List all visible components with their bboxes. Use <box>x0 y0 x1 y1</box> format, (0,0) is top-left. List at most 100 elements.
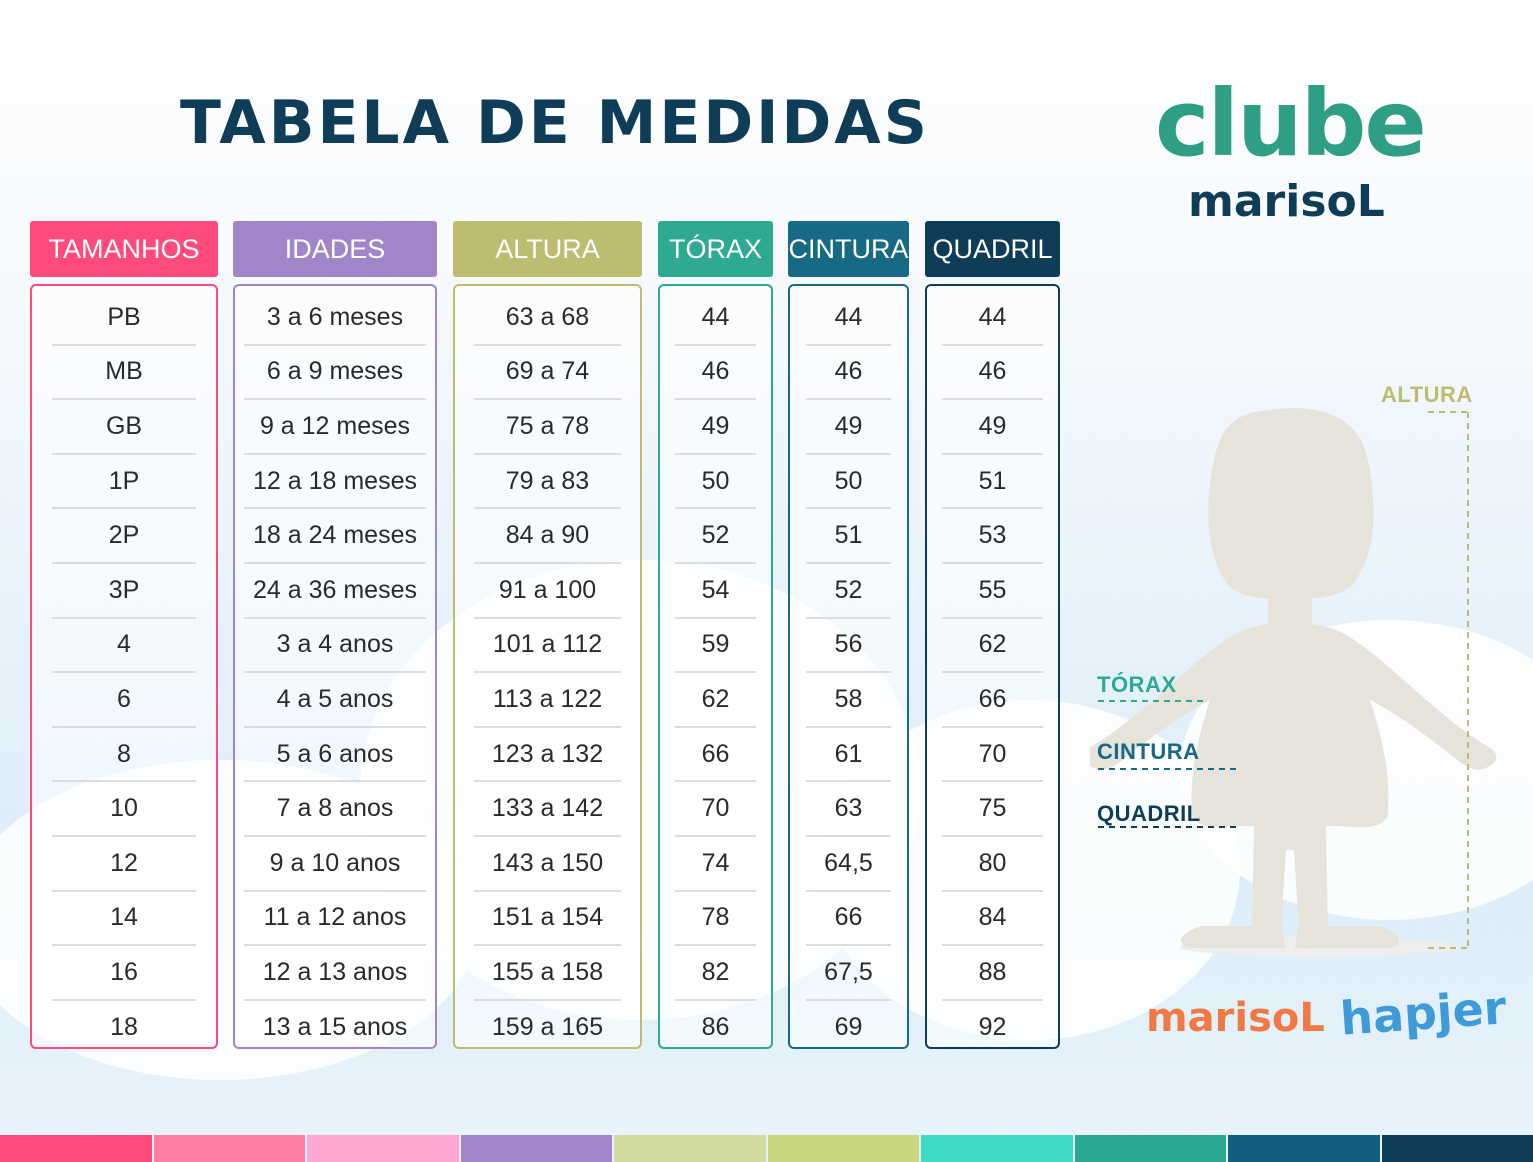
row-divider <box>244 562 426 564</box>
column-header: ALTURA <box>453 221 642 277</box>
table-cell: 66 <box>701 739 730 768</box>
row-divider <box>806 835 891 837</box>
row-divider <box>474 671 621 674</box>
hapier-brand-logo: hapjer <box>1338 980 1509 1046</box>
table-cell: 2P <box>108 521 140 550</box>
row-divider <box>806 725 891 728</box>
row-divider <box>675 452 756 455</box>
table-cell: 24 a 36 meses <box>253 575 417 604</box>
column-values-box: 44 46 49 50 51 52 56 58 61 63 64,5 66 67,5 69 <box>788 284 909 1049</box>
table-cell: 123 a 132 <box>491 739 604 768</box>
marisol-brand-logo: marisoL <box>1146 995 1325 1041</box>
row-divider <box>52 507 196 510</box>
row-divider <box>474 343 621 346</box>
row-divider <box>52 725 196 728</box>
table-cell: 66 <box>834 903 863 932</box>
column-values-box: 3 a 6 meses 6 a 9 meses 9 a 12 meses 12 a 1… <box>233 284 437 1049</box>
table-cell: 62 <box>701 684 730 713</box>
table-cell: 49 <box>978 411 1007 440</box>
table-cell: 84 a 90 <box>505 521 590 550</box>
column-header: TÓRAX <box>658 221 773 277</box>
row-divider <box>474 398 621 401</box>
column-values-box: 44 46 49 51 53 55 62 66 70 75 80 84 88 92 <box>925 284 1060 1049</box>
table-cell: 1P <box>108 466 140 495</box>
row-divider <box>942 725 1043 728</box>
color-stripe <box>0 1135 1533 1162</box>
table-cell: 59 <box>701 630 730 659</box>
table-cell: 151 a 154 <box>491 903 604 932</box>
column-tamanhos: TAMANHOS PB MB GB 1P 2P 3P 4 6 8 10 12 14 16 18 <box>30 221 218 1049</box>
row-divider <box>675 562 756 564</box>
column-altura: ALTURA 63 a 68 69 a 74 75 a 78 79 a 83 84 a 9… <box>453 221 642 1049</box>
stripe-segment <box>614 1135 766 1162</box>
table-cell: 51 <box>834 521 863 550</box>
table-cell: 54 <box>701 575 730 604</box>
column-cintura: CINTURA 44 46 49 50 51 52 56 58 61 63 64,5 66 67,5 69 <box>788 221 909 1049</box>
stripe-segment <box>767 1135 919 1162</box>
table-cell: 53 <box>978 521 1007 550</box>
table-cell: 18 a 24 meses <box>253 521 417 550</box>
table-cell: 56 <box>834 630 863 659</box>
label-cintura: CINTURA <box>1097 739 1200 764</box>
table-cell: 4 a 5 anos <box>276 684 394 713</box>
row-divider <box>244 835 426 837</box>
table-cell: 13 a 15 anos <box>262 1012 408 1041</box>
row-divider <box>52 562 196 564</box>
row-divider <box>675 725 756 728</box>
row-divider <box>244 452 426 455</box>
row-divider <box>52 998 196 1001</box>
row-divider <box>52 780 196 783</box>
column-values-box: 63 a 68 69 a 74 75 a 78 79 a 83 84 a 90 91 a … <box>453 284 642 1049</box>
table-cell: 113 a 122 <box>492 684 603 713</box>
label-torax: TÓRAX <box>1097 672 1177 697</box>
table-cell: 14 <box>110 903 138 932</box>
row-divider <box>675 998 756 1001</box>
table-cell: 6 <box>117 684 131 713</box>
row-divider <box>942 452 1043 455</box>
table-cell: 91 a 100 <box>498 575 597 604</box>
row-divider <box>675 398 756 401</box>
table-cell: 69 a 74 <box>505 357 590 386</box>
table-cell: 67,5 <box>824 957 873 986</box>
table-cell: 63 <box>834 794 863 823</box>
row-divider <box>244 671 426 674</box>
column-idades: IDADES 3 a 6 meses 6 a 9 meses 9 a 12 meses… <box>233 221 437 1049</box>
row-divider <box>474 452 621 455</box>
row-divider <box>675 343 756 346</box>
row-divider <box>52 944 196 947</box>
row-divider <box>52 398 196 401</box>
row-divider <box>675 671 756 674</box>
table-cell: 55 <box>978 575 1007 604</box>
row-divider <box>806 562 891 564</box>
row-divider <box>244 398 426 401</box>
table-cell: 133 a 142 <box>491 794 604 823</box>
table-cell: 80 <box>978 848 1007 877</box>
row-divider <box>942 780 1043 783</box>
table-cell: 101 a 112 <box>492 630 603 659</box>
row-divider <box>675 889 756 892</box>
table-cell: 66 <box>978 684 1007 713</box>
row-divider <box>244 507 426 510</box>
table-cell: 3 a 4 anos <box>276 630 394 659</box>
table-cell: GB <box>105 411 143 440</box>
column-header: QUADRIL <box>925 221 1060 277</box>
stripe-segment <box>0 1135 152 1162</box>
table-cell: 10 <box>110 794 138 823</box>
row-divider <box>244 725 426 728</box>
column-header: TAMANHOS <box>30 221 218 277</box>
row-divider <box>474 998 621 1001</box>
stripe-segment <box>307 1135 459 1162</box>
row-divider <box>942 671 1043 674</box>
row-divider <box>675 835 756 837</box>
row-divider <box>244 889 426 892</box>
table-cell: 44 <box>834 302 863 331</box>
table-cell: 75 <box>978 794 1007 823</box>
row-divider <box>942 562 1043 564</box>
stripe-segment <box>153 1135 305 1162</box>
table-cell: 64,5 <box>824 848 873 877</box>
table-cell: 50 <box>834 466 863 495</box>
table-cell: 3 a 6 meses <box>266 302 404 331</box>
table-cell: 52 <box>834 575 863 604</box>
table-cell: 86 <box>701 1012 730 1041</box>
table-cell: 5 a 6 anos <box>276 739 394 768</box>
